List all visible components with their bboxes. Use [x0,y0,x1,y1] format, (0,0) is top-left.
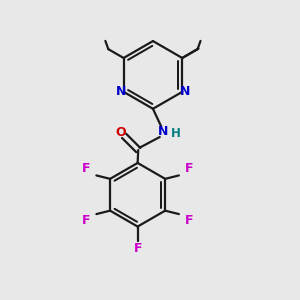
Text: N: N [179,85,190,98]
Text: F: F [185,214,194,227]
Text: N: N [116,85,127,98]
Text: H: H [171,127,181,140]
Text: O: O [115,126,126,139]
Text: F: F [82,162,90,175]
Text: F: F [82,214,90,227]
Text: F: F [185,162,194,175]
Text: F: F [134,242,142,255]
Text: N: N [158,125,168,138]
